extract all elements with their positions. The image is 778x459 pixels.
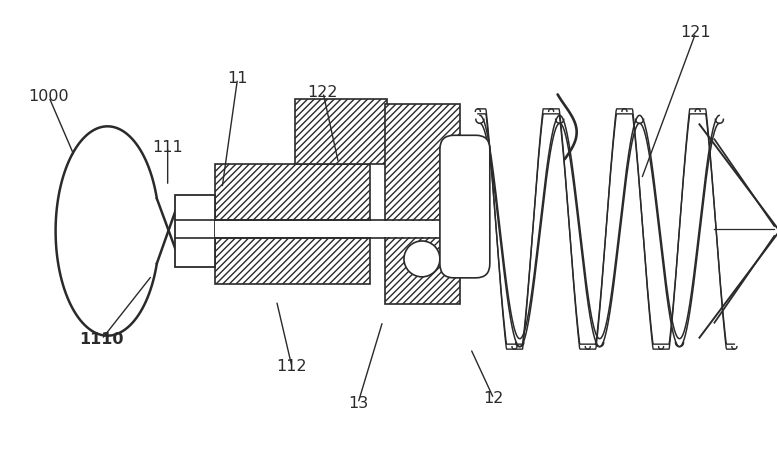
FancyBboxPatch shape <box>440 135 490 278</box>
Text: 11: 11 <box>227 71 248 86</box>
Bar <box>385 104 460 304</box>
Text: 1110: 1110 <box>79 332 124 347</box>
Circle shape <box>404 241 440 277</box>
Text: 1000: 1000 <box>29 90 69 104</box>
Text: 13: 13 <box>348 396 368 411</box>
Bar <box>216 220 370 238</box>
Bar <box>216 164 370 226</box>
Bar <box>476 91 737 367</box>
Text: 112: 112 <box>277 359 307 374</box>
Text: 12: 12 <box>484 392 504 406</box>
Text: 122: 122 <box>308 85 338 100</box>
Bar <box>385 220 460 237</box>
Bar <box>175 195 216 267</box>
Text: 111: 111 <box>152 140 183 155</box>
Bar <box>295 100 387 164</box>
Bar <box>216 226 370 284</box>
Text: 121: 121 <box>681 25 711 40</box>
Bar <box>216 220 460 237</box>
